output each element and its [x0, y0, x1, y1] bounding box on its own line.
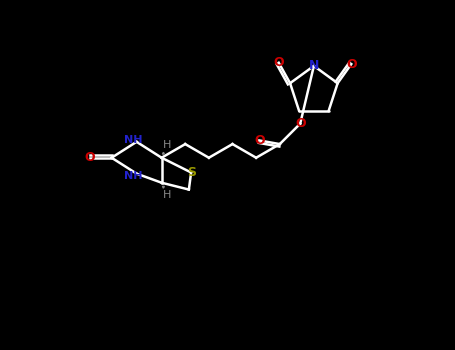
Text: H: H	[163, 190, 171, 201]
Text: NH: NH	[124, 134, 142, 145]
Text: O: O	[295, 117, 306, 130]
Text: O: O	[254, 134, 265, 147]
Text: H: H	[163, 140, 171, 150]
Text: N: N	[308, 60, 319, 72]
Polygon shape	[162, 186, 164, 188]
Polygon shape	[162, 152, 164, 154]
Text: O: O	[85, 151, 95, 164]
Text: NH: NH	[124, 171, 142, 181]
Text: O: O	[346, 58, 357, 71]
Text: O: O	[273, 56, 284, 69]
Text: S: S	[187, 166, 196, 179]
